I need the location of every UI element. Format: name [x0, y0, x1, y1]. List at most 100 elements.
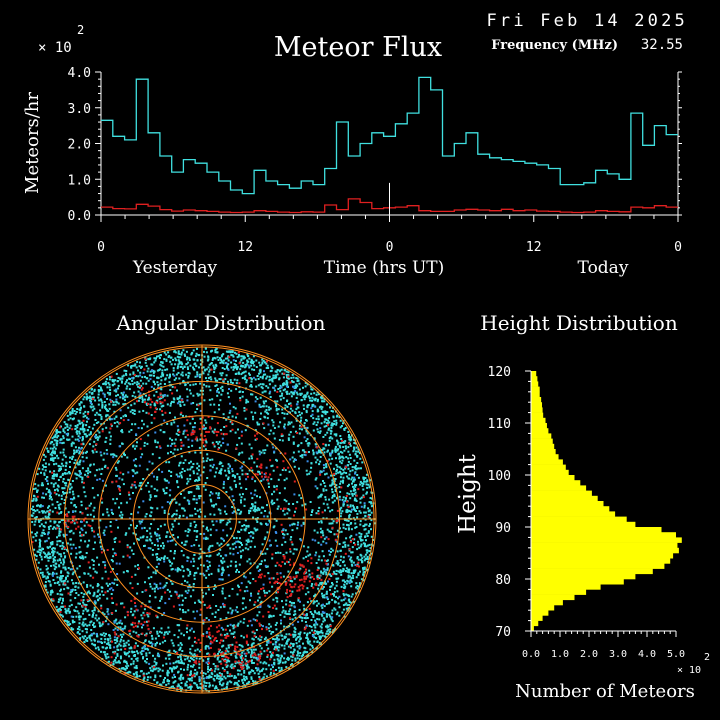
angular-point — [61, 544, 64, 547]
angular-point — [141, 591, 144, 593]
angular-point — [334, 450, 337, 453]
angular-point — [73, 410, 76, 412]
angular-point — [81, 425, 84, 428]
angular-point — [48, 463, 51, 466]
angular-point — [44, 515, 47, 518]
angular-point — [57, 469, 60, 472]
angular-point — [370, 528, 372, 531]
angular-point — [174, 438, 177, 441]
angular-point — [32, 509, 35, 512]
angular-point — [176, 355, 179, 358]
angular-point — [353, 493, 356, 495]
angular-point — [337, 448, 340, 451]
angular-point — [69, 623, 72, 626]
angular-point — [54, 456, 57, 459]
angular-point — [323, 596, 326, 599]
angular-point — [225, 491, 228, 493]
angular-point — [159, 354, 162, 356]
angular-point — [253, 545, 256, 548]
flux-y-tick-label: 2.0 — [68, 138, 91, 153]
angular-point — [39, 519, 42, 521]
angular-point — [87, 590, 90, 593]
angular-point — [266, 444, 269, 447]
angular-point — [137, 385, 140, 388]
angular-point — [84, 608, 87, 611]
angular-point — [79, 411, 82, 414]
angular-point — [193, 577, 196, 580]
angular-point — [123, 453, 125, 455]
angular-point — [226, 624, 229, 627]
angular-point — [159, 642, 161, 645]
angular-point — [78, 615, 81, 618]
angular-point — [210, 362, 213, 364]
angular-point — [283, 487, 286, 490]
angular-point — [365, 532, 368, 535]
angular-point — [191, 644, 194, 647]
angular-point — [350, 539, 352, 542]
angular-point — [244, 370, 247, 373]
angular-point — [142, 656, 145, 659]
angular-point — [62, 615, 64, 618]
angular-point — [268, 392, 271, 395]
angular-point — [63, 535, 66, 538]
angular-point — [318, 463, 321, 466]
angular-point — [198, 478, 201, 481]
angular-point — [359, 497, 362, 500]
angular-point — [322, 572, 325, 574]
angular-point — [82, 398, 85, 401]
angular-point — [310, 462, 313, 465]
angular-point — [171, 669, 173, 672]
angular-point — [220, 674, 223, 677]
angular-point — [145, 654, 148, 657]
angular-point — [152, 627, 155, 630]
angular-point — [285, 612, 288, 615]
angular-point — [145, 632, 148, 635]
angular-point — [347, 594, 350, 597]
angular-point — [243, 371, 246, 374]
angular-point — [142, 657, 144, 660]
angular-point — [119, 396, 122, 399]
angular-point — [185, 415, 188, 418]
angular-point — [53, 457, 55, 460]
angular-point — [63, 454, 66, 457]
angular-point — [303, 424, 306, 427]
angular-point — [323, 398, 326, 400]
angular-point — [303, 407, 305, 410]
angular-point — [222, 644, 225, 647]
angular-point — [222, 483, 225, 486]
angular-point — [214, 685, 217, 688]
angular-point — [85, 416, 88, 419]
angular-point — [221, 592, 224, 595]
angular-point — [174, 550, 176, 552]
angular-point — [93, 515, 95, 518]
angular-point — [89, 399, 91, 402]
angular-point — [235, 656, 238, 659]
angular-point — [160, 405, 163, 408]
angular-point — [51, 437, 54, 440]
angular-point — [129, 671, 132, 674]
angular-point — [299, 567, 302, 570]
angular-point — [269, 614, 272, 617]
angular-point — [325, 615, 328, 618]
angular-point — [192, 557, 195, 560]
angular-point — [236, 669, 239, 672]
angular-point — [230, 666, 233, 669]
angular-point — [231, 609, 234, 612]
angular-point — [78, 474, 81, 477]
angular-point — [271, 419, 274, 422]
angular-point — [70, 552, 73, 555]
angular-point — [230, 663, 233, 666]
angular-point — [225, 661, 228, 664]
angular-point — [112, 555, 115, 558]
angular-point — [78, 546, 81, 549]
angular-point — [62, 580, 65, 583]
angular-point — [167, 513, 170, 515]
angular-point — [302, 516, 305, 519]
angular-point — [102, 646, 105, 649]
angular-point — [177, 434, 180, 436]
angular-point — [250, 660, 253, 663]
angular-point — [118, 486, 121, 489]
angular-point — [69, 424, 72, 427]
angular-point — [214, 667, 217, 670]
angular-point — [133, 542, 135, 545]
